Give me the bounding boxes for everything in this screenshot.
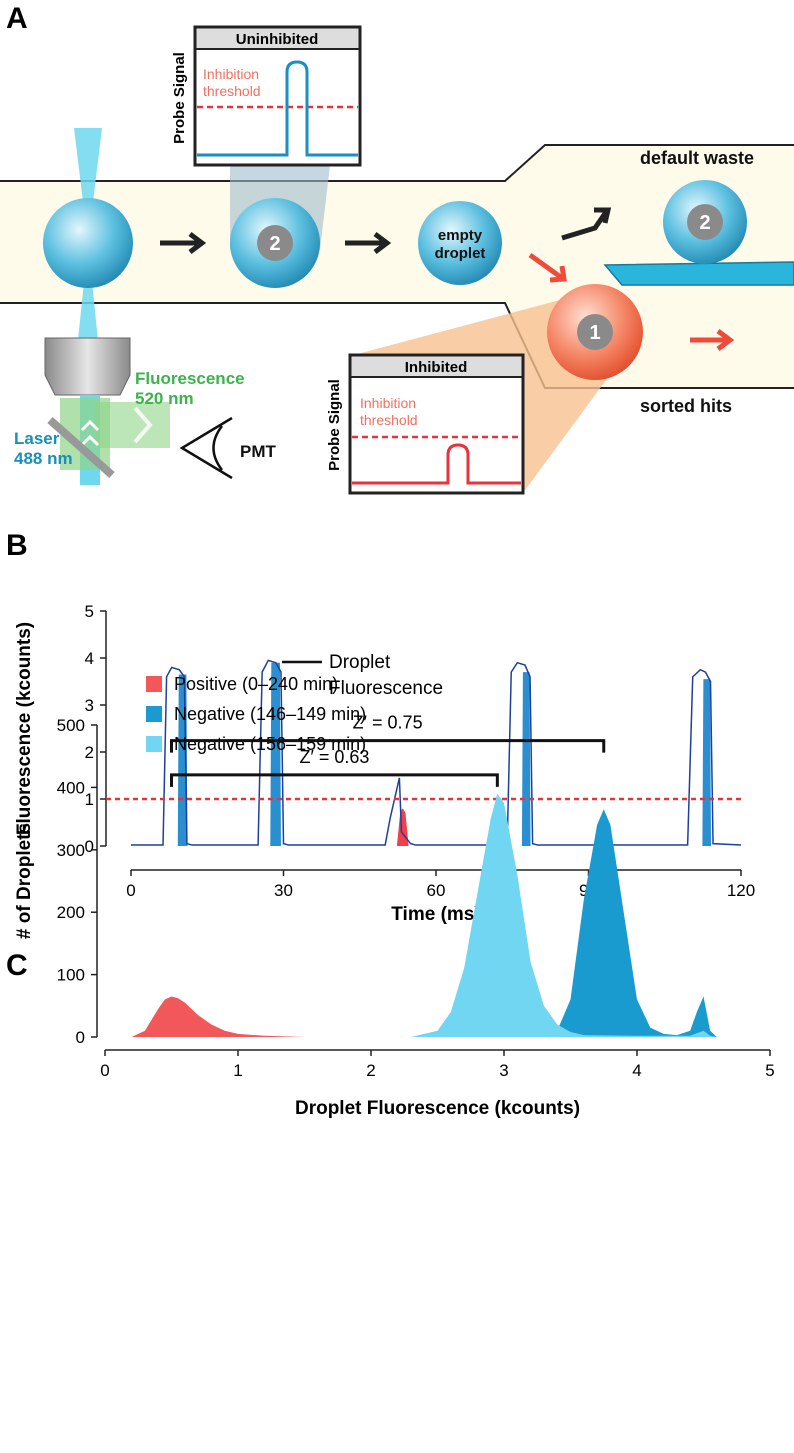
legend-label: Positive (0–240 min) <box>174 674 338 694</box>
legend-swatch <box>146 706 162 722</box>
line <box>131 659 742 846</box>
area <box>543 809 717 1037</box>
detector-eye <box>212 425 224 471</box>
annotation: Droplet <box>329 652 391 673</box>
x-tick-label: 1 <box>233 1061 242 1080</box>
objective <box>44 337 131 396</box>
laser-beam <box>74 128 102 243</box>
droplet-marker <box>257 225 293 261</box>
legend-label: Negative (146–149 min) <box>174 704 366 724</box>
x-tick-label: 5 <box>765 1061 774 1080</box>
area <box>521 672 531 846</box>
droplet-label: empty droplet <box>435 227 486 262</box>
x-tick-label: 3 <box>499 1061 508 1080</box>
x-tick-label: 2 <box>366 1061 375 1080</box>
x-tick-label: 4 <box>632 1061 641 1080</box>
emission-beam <box>95 402 170 448</box>
arrows <box>160 207 735 351</box>
x-axis-label: Time (ms) <box>391 904 480 925</box>
inset-y-label: Probe Signal <box>326 379 343 471</box>
panel-label: A <box>6 2 28 35</box>
area <box>702 679 712 846</box>
y-tick-label: 0 <box>76 1028 85 1047</box>
laser-beam <box>78 243 98 340</box>
droplet <box>418 201 502 285</box>
sorter-blade <box>603 261 794 286</box>
x-tick-label: 60 <box>427 881 446 900</box>
area <box>396 808 409 846</box>
inset-header <box>351 356 522 377</box>
outlet-label: default waste <box>640 148 754 168</box>
y-tick-label: 400 <box>57 778 85 797</box>
laser-label: Laser 488 nm <box>14 429 73 468</box>
area <box>131 996 305 1037</box>
inset-signal <box>197 60 358 157</box>
detector-eye <box>179 416 233 480</box>
droplet-number: 1 <box>589 322 600 344</box>
y-tick-label: 500 <box>57 716 85 735</box>
bracket <box>170 773 499 787</box>
inset-threshold-label: Inhibition threshold <box>360 395 418 428</box>
bracket-label: Z′ = 0.75 <box>353 713 423 733</box>
legend-swatch <box>146 676 162 692</box>
y-tick-label: 100 <box>57 966 85 985</box>
panel-label: C <box>6 949 28 982</box>
chevron <box>80 419 100 447</box>
legend-swatch <box>146 736 162 752</box>
panel-label: B <box>6 529 28 562</box>
y-axis-label: # of Droplets <box>14 823 35 939</box>
x-tick-label: 0 <box>126 881 135 900</box>
area <box>410 793 717 1037</box>
emission-label: Fluorescence 520 nm <box>135 369 245 408</box>
inset-threshold-label: Inhibition threshold <box>203 66 261 99</box>
droplet-number: 2 <box>699 212 710 234</box>
inset-title: Uninhibited <box>236 31 319 48</box>
inset-signal <box>352 443 521 485</box>
x-tick-label: 120 <box>727 881 755 900</box>
inset-title: Inhibited <box>405 359 468 376</box>
y-tick-label: 300 <box>57 841 85 860</box>
droplet <box>43 198 133 288</box>
dichroic-mirror <box>47 417 115 478</box>
outlet-label: sorted hits <box>640 396 732 416</box>
y-tick-label: 0 <box>85 837 94 856</box>
legend-label: Negative (156–159 min) <box>174 734 366 754</box>
y-axis-label: Fluorescence (kcounts) <box>14 622 35 835</box>
droplet-number: 2 <box>269 233 280 255</box>
x-tick-label: 30 <box>274 881 293 900</box>
y-tick-label: 4 <box>85 649 94 668</box>
x-tick-label: 0 <box>100 1061 109 1080</box>
annotation: Fluorescence <box>329 678 443 699</box>
y-tick-label: 1 <box>85 790 94 809</box>
bracket-label: Z′ = 0.63 <box>299 747 369 767</box>
inset-header <box>196 28 359 49</box>
chevron <box>133 406 153 444</box>
droplet-marker <box>687 204 723 240</box>
y-tick-label: 5 <box>85 602 94 621</box>
inset-y-label: Probe Signal <box>171 52 188 144</box>
y-tick-label: 2 <box>85 743 94 762</box>
detector-label: PMT <box>240 442 277 461</box>
x-axis-label: Droplet Fluorescence (kcounts) <box>295 1098 580 1119</box>
y-tick-label: 3 <box>85 696 94 715</box>
y-tick-label: 200 <box>57 903 85 922</box>
bracket <box>170 739 606 753</box>
droplet-marker <box>577 314 613 350</box>
